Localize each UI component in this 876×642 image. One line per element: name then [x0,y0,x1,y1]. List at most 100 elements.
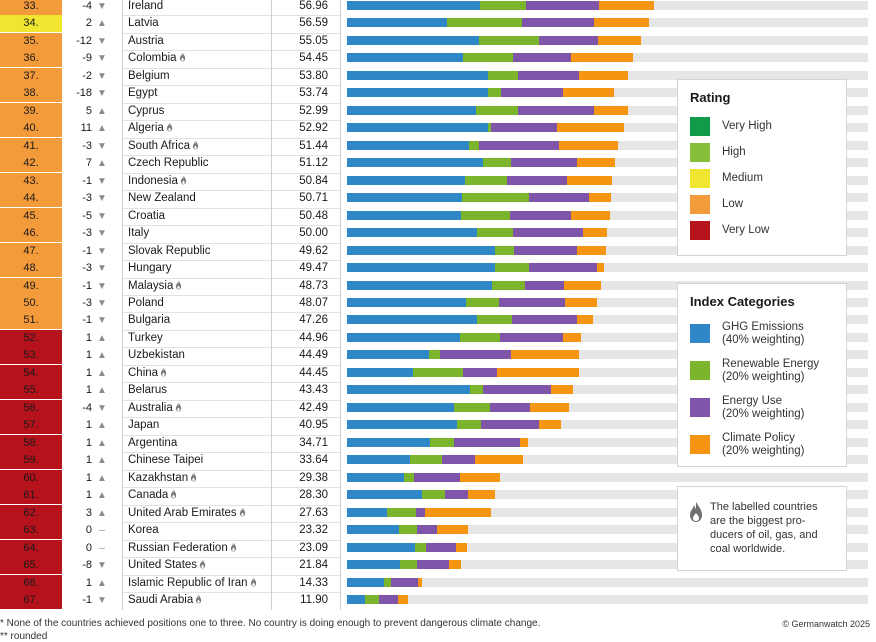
categories-legend-title: Index Categories [690,294,795,309]
bar-segment-energy_use [529,193,590,203]
rank-cell: 61. [0,487,62,505]
bar-segment-ghg [347,385,470,395]
bar-segment-policy [579,70,629,80]
bar-segment-ghg [347,437,430,447]
country-name: Poland [128,296,164,309]
flame-icon [175,280,182,291]
row-divider [122,347,340,349]
producer-note: The labelled countries are the biggest p… [677,486,847,571]
rank-cell: 64. [0,539,62,557]
score-value: 50.71 [299,192,328,205]
dash-icon: – [99,542,105,554]
score-value: 44.96 [299,331,328,344]
score-value: 51.12 [299,157,328,170]
bar-segment-ghg [347,158,483,168]
score-value: 28.30 [299,489,328,502]
bar-segment-policy [594,105,629,115]
rank-change: -2 ▼ [62,68,122,85]
triangle-up-icon: ▲ [97,420,107,432]
bar-segment-energy_use [506,175,567,185]
bar-segment-ghg [347,367,414,377]
bar-segment-renewable [494,245,514,255]
bar-segment-policy [589,193,612,203]
rank-cell: 66. [0,574,62,592]
country-name: Argentina [128,436,178,449]
legend-label: Very High [722,120,772,132]
bar-segment-energy_use [538,35,598,45]
rank-change: -8 ▼ [62,557,122,574]
score-bar-track [347,542,868,552]
score-value: 47.26 [299,314,328,327]
rank-change: -1 ▼ [62,592,122,609]
bar-segment-renewable [415,542,427,552]
triangle-up-icon: ▲ [97,367,107,379]
rank-change-value: -5 [82,209,92,222]
table-row: 60. 1 ▲ Kazakhstan 29.38 [0,469,876,487]
table-row: 55. 1 ▲ Belarus 43.43 [0,382,876,400]
legend-label: Renewable Energy [722,358,820,370]
rank-cell: 51. [0,312,62,330]
table-row: 45. -5 ▼ Croatia 50.48 [0,207,876,225]
rank-change: 0– [62,540,122,557]
rank-cell: 67. [0,591,62,609]
bar-segment-energy_use [510,210,572,220]
table-row: 67. -1 ▼ Saudi Arabia 11.90 [0,591,876,609]
bar-segment-renewable [428,350,440,360]
triangle-down-icon: ▼ [97,1,107,12]
legend-swatch [690,435,710,454]
flame-icon [179,53,186,63]
score-value: 43.43 [299,384,328,397]
score-bar-track [347,228,868,238]
bar-segment-policy [566,175,612,185]
rank-cell: 49. [0,277,62,295]
rank-cell: 41. [0,137,62,155]
legend-swatch [690,361,710,380]
dash-icon: – [99,525,105,537]
bar-segment-energy_use [489,402,530,412]
bar-segment-renewable [464,175,507,185]
rank-change-value: -1 [82,244,92,257]
row-divider [122,364,340,366]
rank-cell: 53. [0,347,62,365]
score-bar-track [347,420,868,430]
rating-legend-title: Rating [690,90,731,105]
producer-note-line: coal worldwide. [710,543,786,555]
bar-segment-energy_use [511,158,578,168]
rank-cell: 50. [0,294,62,312]
country-name: United Arab Emirates [128,505,246,522]
score-value: 53.80 [299,69,328,82]
flame-icon [190,472,197,483]
table-row: 36. -9 ▼ Colombia 54.45 [0,50,876,68]
triangle-down-icon: ▼ [97,70,107,82]
bar-segment-renewable [461,210,511,220]
row-divider [122,539,340,541]
rank-cell: 63. [0,522,62,540]
triangle-down-icon: ▼ [97,245,107,257]
rank-change: 1 ▲ [62,487,122,504]
country-name: Belarus [128,384,167,397]
rank-cell: 52. [0,329,62,347]
rank-cell: 62. [0,504,62,522]
bar-segment-policy [564,297,598,307]
score-value: 42.49 [299,401,328,414]
legend-label: Energy Use [722,395,783,407]
bar-segment-ghg [347,455,411,465]
legend-label: Very Low [722,224,770,236]
rank-change: -1 ▼ [62,278,122,295]
row-divider [122,172,340,174]
bar-segment-energy_use [379,594,398,604]
table-row: 53. 1 ▲ Uzbekistan 44.49 [0,347,876,365]
bar-segment-renewable [365,594,380,604]
rank-cell: 54. [0,364,62,382]
country-name: Russian Federation [128,540,237,557]
score-bar-track [347,123,868,133]
rank-change-value: -4 [82,0,92,12]
bar-segment-policy [577,315,594,325]
rank-change-value: -1 [82,279,92,292]
bar-segment-policy [571,210,611,220]
rank-cell: 65. [0,557,62,575]
rank-cell: 58. [0,434,62,452]
bar-segment-renewable [465,297,499,307]
rank-change-value: -3 [82,139,92,152]
flame-icon [195,594,202,605]
